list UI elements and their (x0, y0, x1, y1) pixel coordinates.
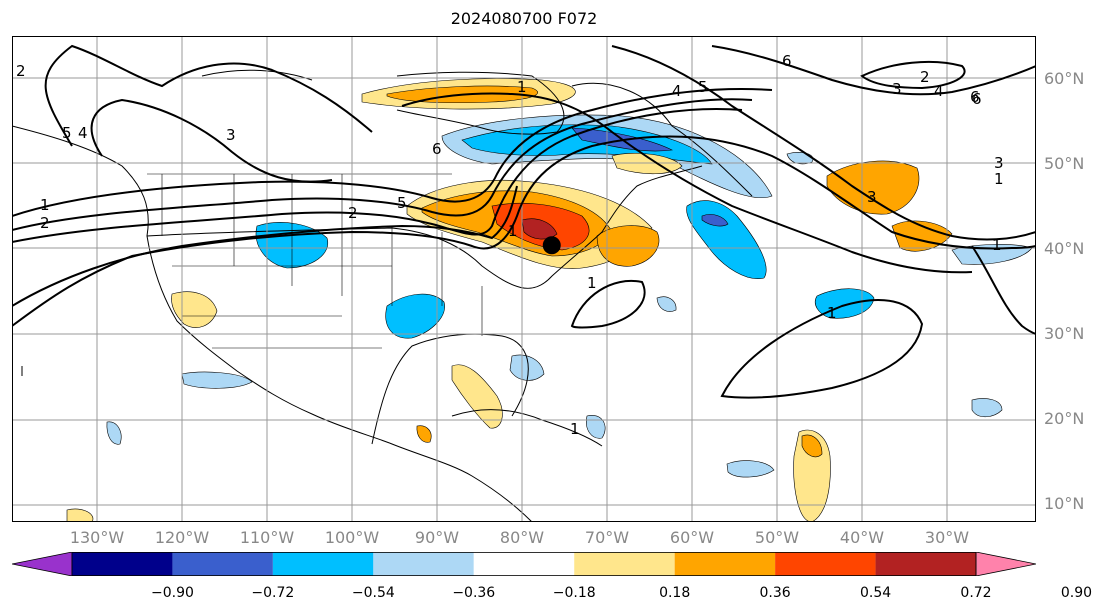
contour-label: 1 (587, 274, 597, 292)
contour-label: 5 (397, 194, 407, 212)
colorbar-segment (574, 552, 675, 576)
colorbar-extend-low (12, 552, 73, 576)
contour-label: 1 (992, 236, 1002, 254)
colorbar-level-label: 0.90 (1060, 585, 1093, 601)
longitude-label: 120°W (154, 528, 210, 547)
borders-layer (147, 173, 483, 349)
colorbar-level-label: 0.36 (759, 585, 791, 601)
latitude-label: 10°N (1044, 493, 1085, 513)
contour-lines (12, 44, 1036, 399)
colorbar-level-label: −0.72 (251, 585, 295, 601)
contour-label: 3 (892, 80, 902, 98)
contour-label: 2 (920, 68, 930, 86)
weather-map: 1 2 3 4 5 6 2 3 4 5 6 1 1 1 2 3 1 1 1 3 … (12, 36, 1036, 522)
contour-label: 1 (517, 78, 527, 96)
colorbar-segment (373, 552, 474, 576)
contour-label: 1 (508, 222, 518, 240)
contour-label: 2 (16, 62, 26, 80)
colorbar-segment (72, 552, 173, 576)
contour-label: 1 (994, 170, 1004, 188)
contour-label: 3 (994, 154, 1004, 172)
colorbar (12, 552, 1036, 576)
colorbar-level-label: 0.72 (960, 585, 992, 601)
contour-label: 1 (570, 420, 580, 438)
contour-label: 6 (782, 52, 792, 70)
colorbar-segment (674, 552, 776, 576)
colorbar-level-label: −0.36 (452, 585, 496, 601)
contour-label: 1 (827, 304, 837, 322)
colorbar-segment (775, 552, 876, 576)
longitude-label: 130°W (69, 528, 125, 547)
colorbar-segment (172, 552, 273, 576)
contour-label: 6 (970, 88, 980, 106)
longitude-label: 100°W (324, 528, 380, 547)
colorbar-level-label: −0.18 (552, 585, 596, 601)
longitude-label: 70°W (584, 528, 630, 547)
longitude-label: 90°W (414, 528, 460, 547)
contour-label: 5 (62, 124, 72, 142)
storm-center-marker (542, 236, 561, 255)
latitude-label: 50°N (1044, 153, 1085, 173)
contour-label: 3 (226, 126, 236, 144)
contour-label: 5 (698, 78, 708, 96)
contour-label: 1 (40, 196, 50, 214)
longitude-label: 60°W (669, 528, 715, 547)
contour-label: 6 (972, 90, 982, 108)
colorbar-level-label: 0.54 (859, 585, 892, 601)
contour-label-layer: 1 2 3 4 5 6 2 3 4 5 6 1 1 1 2 3 1 1 1 3 … (16, 52, 1004, 438)
longitude-label: 40°W (839, 528, 885, 547)
map-title: 2024080700 F072 (450, 9, 598, 28)
colorbar-segment (272, 552, 374, 576)
graticule (12, 36, 1036, 522)
contour-label: 4 (78, 124, 88, 142)
contour-label: 6 (432, 140, 442, 158)
latitude-label: 20°N (1044, 408, 1085, 428)
latitude-label: 40°N (1044, 238, 1085, 258)
contour-label: 2 (40, 214, 50, 232)
contour-label: 4 (934, 82, 944, 100)
longitude-label: 50°W (754, 528, 800, 547)
longitude-label: 110°W (239, 528, 295, 547)
contour-label: 4 (672, 82, 682, 100)
contour-label: 3 (867, 188, 877, 206)
colorbar-level-label: 0.18 (659, 585, 691, 601)
latitude-label: 60°N (1044, 68, 1085, 88)
contour-label: 2 (348, 204, 358, 222)
colorbar-level-label: −0.54 (351, 585, 395, 601)
colorbar-level-label: −0.90 (150, 585, 194, 601)
longitude-label: 80°W (499, 528, 545, 547)
colorbar-segment (875, 552, 976, 576)
colorbar-segment (473, 552, 575, 576)
latitude-label: 30°N (1044, 323, 1085, 343)
longitude-label: 30°W (924, 528, 970, 547)
colorbar-extend-high (975, 552, 1036, 576)
